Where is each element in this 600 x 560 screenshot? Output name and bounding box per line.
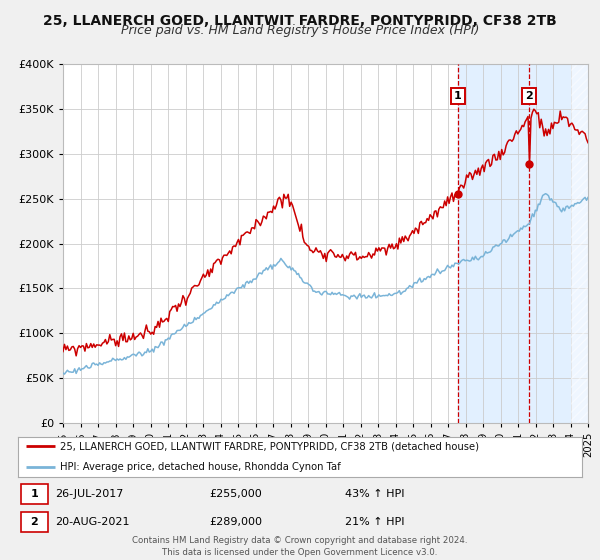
Text: 20-AUG-2021: 20-AUG-2021 [55,517,129,527]
FancyBboxPatch shape [21,512,48,532]
Bar [571,64,597,423]
Text: 2: 2 [31,517,38,527]
FancyBboxPatch shape [21,483,48,504]
Text: 2: 2 [526,91,533,101]
Text: Contains HM Land Registry data © Crown copyright and database right 2024.
This d: Contains HM Land Registry data © Crown c… [132,536,468,557]
Text: £255,000: £255,000 [210,489,263,499]
Text: HPI: Average price, detached house, Rhondda Cynon Taf: HPI: Average price, detached house, Rhon… [60,463,341,473]
Text: 1: 1 [454,91,462,101]
Text: £289,000: £289,000 [210,517,263,527]
Bar [458,64,597,423]
Text: 25, LLANERCH GOED, LLANTWIT FARDRE, PONTYPRIDD, CF38 2TB: 25, LLANERCH GOED, LLANTWIT FARDRE, PONT… [43,14,557,28]
Text: 21% ↑ HPI: 21% ↑ HPI [345,517,404,527]
Text: 26-JUL-2017: 26-JUL-2017 [55,489,123,499]
Text: 43% ↑ HPI: 43% ↑ HPI [345,489,404,499]
Text: 25, LLANERCH GOED, LLANTWIT FARDRE, PONTYPRIDD, CF38 2TB (detached house): 25, LLANERCH GOED, LLANTWIT FARDRE, PONT… [60,441,479,451]
Text: Price paid vs. HM Land Registry's House Price Index (HPI): Price paid vs. HM Land Registry's House … [121,24,479,37]
Text: 1: 1 [31,489,38,499]
